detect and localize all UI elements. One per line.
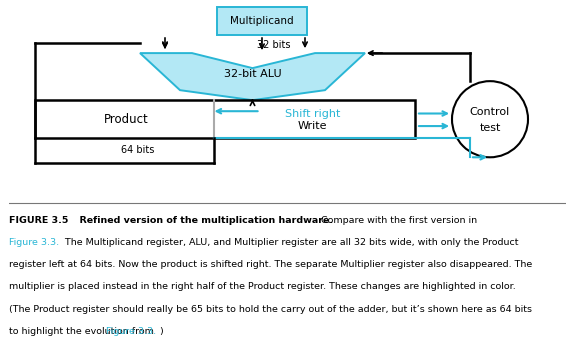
Text: (The Product register should really be 65 bits to hold the carry out of the adde: (The Product register should really be 6… (9, 305, 531, 314)
Text: Product: Product (104, 113, 149, 126)
Text: 32-bit ALU: 32-bit ALU (224, 69, 281, 79)
Text: register left at 64 bits. Now the product is shifted right. The separate Multipl: register left at 64 bits. Now the produc… (9, 260, 532, 269)
Text: Control: Control (470, 107, 510, 117)
FancyBboxPatch shape (35, 100, 415, 138)
Text: Refined version of the multiplication hardware.: Refined version of the multiplication ha… (73, 215, 333, 225)
Text: The Multiplicand register, ALU, and Multiplier register are all 32 bits wide, wi: The Multiplicand register, ALU, and Mult… (62, 238, 519, 247)
Text: Figure 3.3.: Figure 3.3. (106, 327, 156, 336)
Text: to highlight the evolution from: to highlight the evolution from (9, 327, 157, 336)
Text: 64 bits: 64 bits (121, 145, 154, 155)
Polygon shape (140, 53, 365, 100)
Text: Shift right: Shift right (285, 108, 340, 119)
Text: 32 bits: 32 bits (257, 40, 291, 50)
Text: Multiplicand: Multiplicand (230, 16, 294, 26)
Text: multiplier is placed instead in the right half of the Product register. These ch: multiplier is placed instead in the righ… (9, 282, 515, 291)
Text: ): ) (160, 327, 164, 336)
Text: test: test (479, 123, 500, 133)
Text: Write: Write (297, 121, 327, 131)
FancyBboxPatch shape (217, 7, 307, 35)
Text: Compare with the first version in: Compare with the first version in (318, 215, 477, 225)
Text: FIGURE 3.5: FIGURE 3.5 (9, 215, 68, 225)
Text: Figure 3.3.: Figure 3.3. (9, 238, 59, 247)
Circle shape (452, 81, 528, 157)
